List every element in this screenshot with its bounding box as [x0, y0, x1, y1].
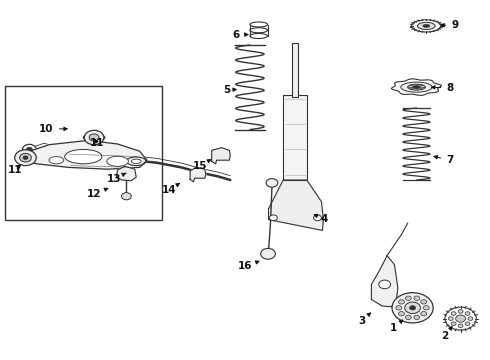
Ellipse shape	[423, 24, 430, 27]
Ellipse shape	[408, 84, 425, 90]
Bar	[5, 86, 162, 220]
Circle shape	[458, 310, 463, 313]
Circle shape	[23, 144, 36, 154]
Text: 4: 4	[314, 214, 328, 224]
Polygon shape	[371, 256, 398, 307]
Polygon shape	[117, 166, 136, 181]
Circle shape	[398, 300, 404, 304]
Ellipse shape	[413, 86, 420, 89]
Polygon shape	[269, 180, 323, 230]
Circle shape	[448, 317, 453, 320]
Text: 10: 10	[39, 124, 67, 134]
Circle shape	[410, 306, 416, 310]
Ellipse shape	[83, 134, 105, 141]
Text: 11: 11	[7, 165, 22, 175]
Text: 1: 1	[390, 320, 403, 333]
Text: 15: 15	[193, 159, 211, 171]
Circle shape	[84, 130, 104, 145]
Text: 6: 6	[233, 30, 248, 40]
Ellipse shape	[65, 149, 102, 164]
Circle shape	[458, 324, 463, 328]
Circle shape	[15, 150, 36, 166]
Text: 9: 9	[441, 20, 458, 30]
Circle shape	[451, 322, 456, 325]
Circle shape	[314, 215, 321, 221]
Circle shape	[270, 215, 277, 221]
Text: 5: 5	[223, 85, 236, 95]
Ellipse shape	[107, 156, 128, 166]
Circle shape	[396, 306, 402, 310]
Circle shape	[261, 248, 275, 259]
Circle shape	[465, 322, 470, 325]
Circle shape	[392, 293, 433, 323]
Bar	[283, 95, 307, 180]
Ellipse shape	[250, 33, 268, 39]
Text: 12: 12	[87, 188, 108, 199]
Polygon shape	[190, 167, 206, 182]
Circle shape	[456, 315, 466, 322]
Circle shape	[405, 302, 420, 314]
Circle shape	[421, 300, 427, 304]
Circle shape	[23, 156, 28, 159]
Text: 13: 13	[106, 173, 126, 184]
Circle shape	[20, 153, 31, 162]
Circle shape	[398, 311, 404, 316]
Text: 2: 2	[441, 327, 452, 341]
Circle shape	[266, 179, 278, 187]
Text: 7: 7	[434, 155, 454, 165]
Ellipse shape	[131, 159, 141, 163]
Ellipse shape	[417, 22, 435, 30]
Circle shape	[379, 280, 391, 289]
Polygon shape	[22, 140, 147, 169]
Ellipse shape	[250, 22, 268, 27]
Ellipse shape	[412, 20, 441, 32]
Text: 11: 11	[90, 138, 104, 148]
Ellipse shape	[401, 82, 432, 92]
Circle shape	[468, 317, 473, 320]
Circle shape	[423, 306, 429, 310]
Ellipse shape	[49, 157, 64, 164]
Polygon shape	[392, 79, 441, 95]
Circle shape	[414, 315, 420, 320]
Ellipse shape	[250, 28, 268, 33]
Circle shape	[405, 315, 411, 320]
Circle shape	[26, 147, 32, 152]
Text: 8: 8	[432, 83, 453, 93]
Circle shape	[405, 296, 411, 300]
Ellipse shape	[126, 157, 146, 166]
Text: 16: 16	[238, 261, 259, 271]
Circle shape	[451, 312, 456, 315]
Circle shape	[445, 307, 476, 330]
Text: 3: 3	[358, 313, 370, 326]
Polygon shape	[212, 148, 230, 164]
Bar	[292, 43, 298, 97]
Circle shape	[414, 296, 420, 300]
Circle shape	[122, 193, 131, 200]
Circle shape	[421, 311, 427, 316]
Text: 14: 14	[162, 183, 179, 195]
Circle shape	[89, 134, 99, 141]
Circle shape	[465, 312, 470, 315]
